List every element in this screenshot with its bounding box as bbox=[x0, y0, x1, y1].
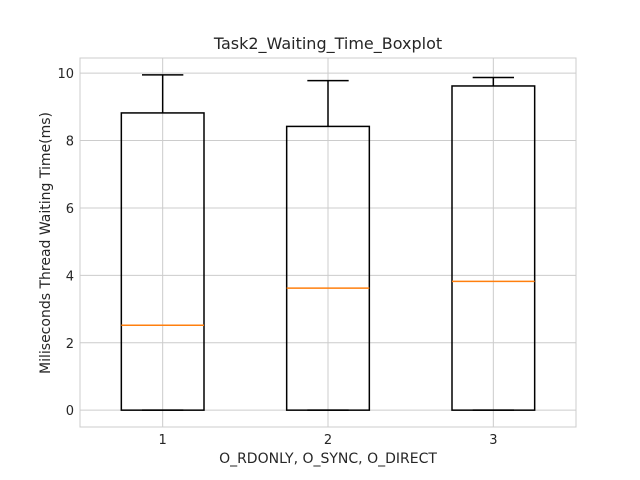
box-layer bbox=[120, 74, 536, 411]
y-tick-label: 4 bbox=[66, 269, 74, 284]
y-tick-label: 10 bbox=[57, 67, 74, 82]
box-body bbox=[120, 112, 205, 411]
x-tick-label: 1 bbox=[159, 433, 167, 448]
grid-layer bbox=[80, 58, 576, 427]
x-axis-label: O_RDONLY, O_SYNC, O_DIRECT bbox=[219, 451, 437, 467]
y-tick-label: 8 bbox=[66, 135, 74, 150]
box-body bbox=[285, 125, 371, 411]
y-tick-label: 0 bbox=[66, 404, 74, 419]
x-tick-label: 3 bbox=[489, 433, 497, 448]
y-tick-label: 6 bbox=[66, 202, 74, 217]
chart-title: Task2_Waiting_Time_Boxplot bbox=[213, 34, 442, 54]
x-tick-label: 2 bbox=[324, 433, 332, 448]
y-axis-label: Miliseconds Thread Waiting Time(ms) bbox=[38, 112, 54, 374]
box-body bbox=[451, 85, 536, 411]
y-tick-label: 2 bbox=[66, 337, 74, 352]
axes-frame bbox=[79, 57, 577, 428]
